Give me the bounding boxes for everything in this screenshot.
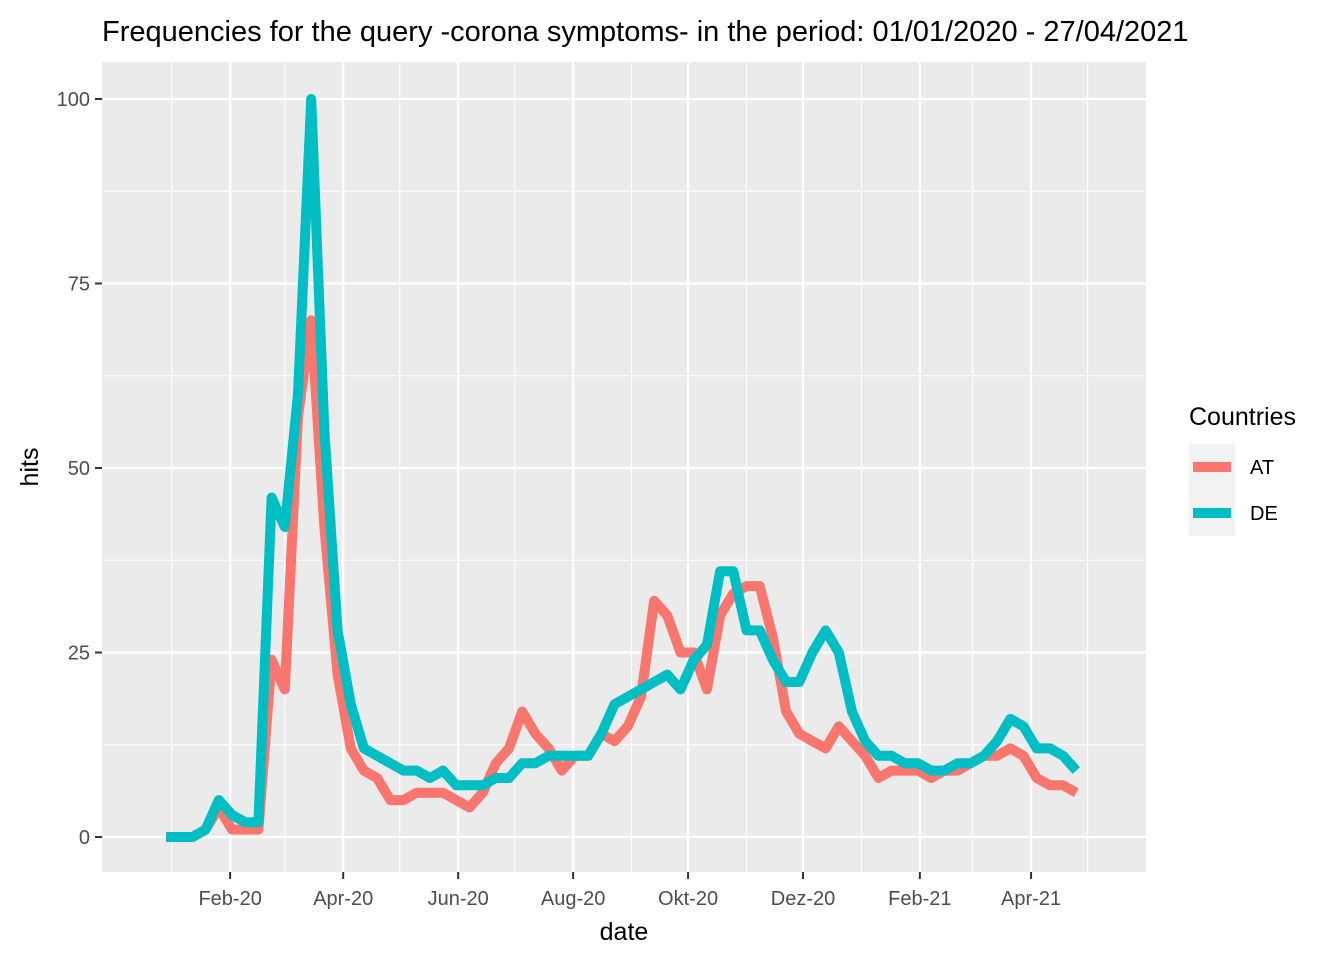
y-tick-label: 50 (68, 458, 90, 480)
x-axis: Feb-20 Apr-20 Jun-20 Aug-20 Okt-20 Dez-20 Feb-… (198, 872, 1061, 910)
series-lines (166, 94, 1081, 842)
y-tick-label: 75 (68, 274, 90, 296)
y-tick-label: 25 (68, 643, 90, 665)
chart-title: Frequencies for the query -corona sympto… (102, 16, 1189, 48)
x-tick-label: Feb-20 (198, 888, 261, 910)
x-tick-label: Jun-20 (428, 888, 489, 910)
x-axis-title: date (600, 918, 649, 946)
y-tick-label: 100 (57, 89, 90, 111)
x-tick-label: Okt-20 (658, 888, 718, 910)
series-line-de (166, 94, 1081, 842)
x-tick-label: Aug-20 (541, 888, 606, 910)
y-axis-title: hits (16, 448, 44, 487)
legend: Countries AT DE (1189, 403, 1296, 536)
x-tick-label: Feb-21 (888, 888, 951, 910)
x-tick-label: Apr-20 (313, 888, 373, 910)
legend-items: AT DE (1189, 444, 1278, 536)
legend-label-de: DE (1250, 503, 1278, 525)
x-tick-label: Dez-20 (771, 888, 835, 910)
series-line-at (166, 315, 1079, 842)
legend-label-at: AT (1250, 457, 1274, 479)
legend-title: Countries (1189, 403, 1296, 431)
y-tick-label: 0 (79, 827, 90, 849)
x-tick-label: Apr-21 (1001, 888, 1061, 910)
y-axis: 0 25 50 75 100 (57, 89, 102, 849)
